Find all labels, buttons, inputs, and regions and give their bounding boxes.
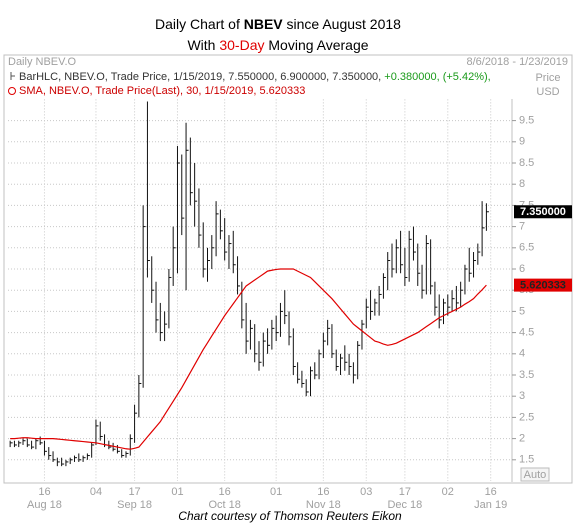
- legend-icon: [10, 72, 15, 80]
- y-tick-label: 3: [519, 390, 525, 402]
- y-tick-label: 6: [519, 263, 525, 275]
- subtitle-part: With: [187, 37, 219, 53]
- month-label: Aug 18: [27, 499, 62, 511]
- x-tick-label: 16: [219, 486, 231, 498]
- legend-text: BarHLC, NBEV.O, Trade Price, 1/15/2019, …: [19, 71, 384, 83]
- title-part: Daily Chart of: [155, 16, 244, 32]
- last-value-box: [514, 278, 572, 292]
- auto-label: Auto: [524, 469, 547, 481]
- x-tick-label: 03: [360, 486, 372, 498]
- y-tick-label: 2.5: [519, 411, 534, 423]
- y-tick-label: 8.5: [519, 157, 534, 169]
- subtitle-part: Moving Average: [265, 37, 369, 53]
- x-tick-label: 17: [399, 486, 411, 498]
- y-tick-label: 2: [519, 433, 525, 445]
- month-label: Nov 18: [306, 499, 341, 511]
- y-tick-label: 4.5: [519, 327, 534, 339]
- auto-button[interactable]: [520, 467, 550, 482]
- title-part: since August 2018: [283, 16, 402, 32]
- y-tick-label: 7: [519, 221, 525, 233]
- last-value-box: [514, 205, 572, 219]
- x-tick-label: 01: [270, 486, 282, 498]
- y-tick-label: 9.5: [519, 115, 534, 127]
- axis-label: USD: [536, 86, 559, 98]
- x-tick-label: 04: [90, 486, 102, 498]
- legend-change: +0.380000, (+5.42%),: [384, 71, 490, 83]
- month-label: Jan 19: [474, 499, 507, 511]
- month-label: Sep 18: [117, 499, 152, 511]
- y-tick-label: 3.5: [519, 369, 534, 381]
- y-tick-label: 4: [519, 348, 525, 360]
- x-tick-label: 16: [317, 486, 329, 498]
- panel-source: Daily NBEV.O: [8, 56, 77, 68]
- moving-average-line: [10, 268, 487, 450]
- y-tick-label: 5: [519, 305, 525, 317]
- legend-entry: BarHLC, NBEV.O, Trade Price, 1/15/2019, …: [19, 71, 491, 83]
- last-value-label: 5.620333: [520, 280, 566, 292]
- y-tick-label: 1.5: [519, 454, 534, 466]
- last-value-label: 7.350000: [520, 206, 566, 218]
- title-ticker: NBEV: [244, 16, 284, 32]
- month-label: Oct 18: [208, 499, 240, 511]
- panel-frame: [3, 54, 573, 484]
- chart-title: Daily Chart of NBEV since August 2018: [155, 16, 401, 32]
- panel-range: 8/6/2018 - 1/23/2019: [466, 56, 568, 68]
- y-tick-label: 9: [519, 136, 525, 148]
- y-tick-label: 8: [519, 178, 525, 190]
- y-tick-label: 6.5: [519, 242, 534, 254]
- month-label: Dec 18: [387, 499, 422, 511]
- axis-label: Price: [535, 72, 560, 84]
- subtitle-highlight: 30-Day: [219, 37, 264, 53]
- legend-icon: [8, 87, 16, 95]
- x-tick-label: 16: [38, 486, 50, 498]
- x-tick-label: 16: [485, 486, 497, 498]
- legend-entry: SMA, NBEV.O, Trade Price(Last), 30, 1/15…: [19, 85, 305, 97]
- x-tick-label: 17: [128, 486, 140, 498]
- chart-subtitle: With 30-Day Moving Average: [187, 37, 368, 53]
- x-tick-label: 01: [171, 486, 183, 498]
- caption: Chart courtesy of Thomson Reuters Eikon: [178, 509, 402, 523]
- x-tick-label: 02: [442, 486, 454, 498]
